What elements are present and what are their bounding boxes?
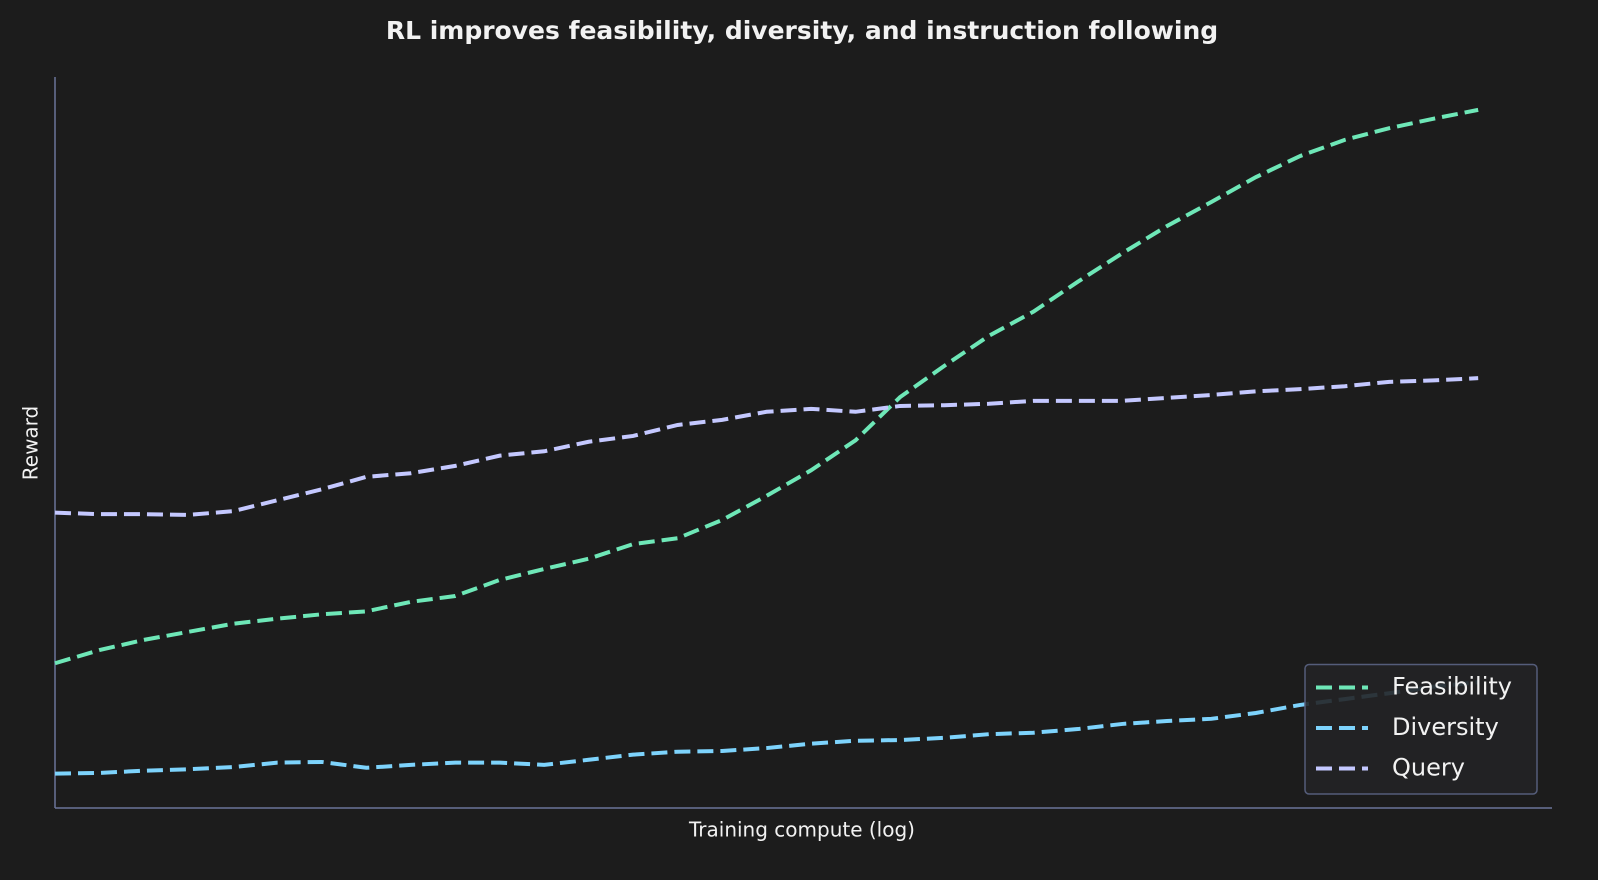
legend-box [1304, 663, 1538, 795]
data-line [54, 376, 1479, 517]
data-line [54, 680, 1479, 776]
legend-label: Query [1392, 754, 1465, 782]
data-line [54, 107, 1479, 666]
legend-label: Diversity [1392, 713, 1499, 741]
x-axis-label: Training compute (log) [688, 818, 915, 842]
legend-label: Feasibility [1392, 673, 1512, 701]
y-axis-label: Reward [19, 406, 43, 480]
chart-title: RL improves feasibility, diversity, and … [386, 16, 1218, 45]
